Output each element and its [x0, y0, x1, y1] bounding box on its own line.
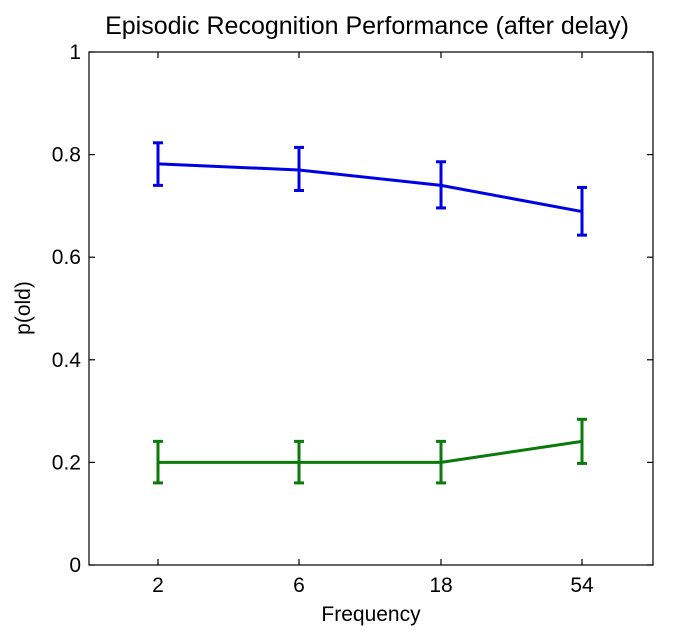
x-tick-label: 2: [152, 574, 164, 597]
x-tick-label: 54: [570, 574, 594, 597]
y-tick-label: 1: [69, 41, 81, 64]
series-2: [153, 419, 587, 483]
y-tick-label: 0.2: [52, 451, 81, 474]
chart-title: Episodic Recognition Performance (after …: [105, 12, 629, 40]
x-axis-label: Frequency: [321, 603, 421, 626]
axes-box: [89, 52, 653, 565]
y-tick-label: 0.6: [52, 246, 81, 269]
y-axis-ticks: 0 0.2 0.4 0.6 0.8 1: [52, 41, 653, 577]
series-line: [158, 164, 582, 212]
series-layer: [153, 143, 587, 483]
x-tick-label: 6: [293, 574, 305, 597]
x-axis-ticks: 2 6 18 54: [152, 52, 594, 597]
series-1: [153, 143, 587, 235]
series-line: [158, 441, 582, 462]
y-tick-label: 0.8: [52, 144, 81, 167]
y-axis-label: p(old): [12, 281, 35, 335]
y-tick-label: 0: [69, 554, 81, 577]
x-tick-label: 18: [429, 574, 452, 597]
plot-frame: [89, 52, 653, 565]
y-tick-label: 0.4: [52, 349, 82, 372]
